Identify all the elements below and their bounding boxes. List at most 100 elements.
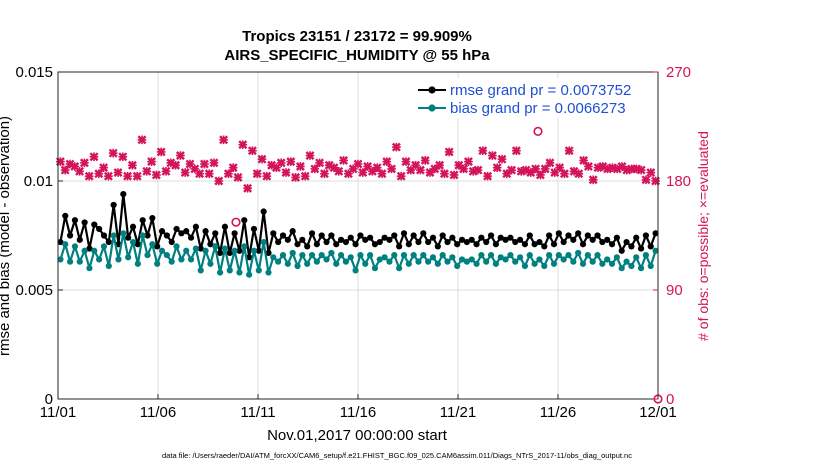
obs-evaluated-marker bbox=[281, 168, 291, 177]
rmse-point bbox=[487, 232, 495, 239]
rmse-point bbox=[100, 232, 108, 239]
obs-evaluated-marker bbox=[195, 169, 205, 179]
rmse-point bbox=[434, 243, 441, 250]
obs-evaluated-marker bbox=[118, 152, 128, 162]
rmse-point bbox=[304, 243, 311, 250]
bias-point bbox=[299, 252, 306, 259]
rmse-point bbox=[318, 232, 325, 239]
bias-point bbox=[347, 254, 354, 261]
rmse-point bbox=[618, 247, 625, 254]
obs-evaluated-marker bbox=[425, 168, 435, 177]
rmse-point bbox=[483, 238, 490, 246]
bias-point bbox=[328, 249, 335, 257]
bias-point bbox=[57, 256, 64, 263]
rmse-point bbox=[139, 217, 146, 224]
obs-evaluated-marker bbox=[545, 158, 555, 168]
bias-point bbox=[541, 262, 548, 270]
rmse-point bbox=[323, 238, 330, 246]
chart-title: Tropics 23151 / 23172 = 99.909% bbox=[242, 28, 472, 45]
rmse-point bbox=[637, 245, 645, 252]
obs-evaluated-marker bbox=[473, 165, 483, 175]
obs-evaluated-marker bbox=[151, 170, 161, 180]
bias-point bbox=[604, 256, 611, 263]
obs-evaluated-marker bbox=[142, 166, 152, 176]
rmse-point bbox=[308, 230, 316, 237]
y2-axis-label: # of obs: o=possible; ×=evaluated bbox=[695, 131, 711, 341]
bias-point bbox=[284, 260, 291, 267]
rmse-point bbox=[279, 232, 287, 239]
bias-point bbox=[449, 254, 456, 261]
obs-evaluated-marker bbox=[559, 169, 569, 179]
rmse-point bbox=[86, 245, 93, 252]
obs-evaluated-marker bbox=[492, 163, 502, 173]
rmse-point bbox=[454, 241, 461, 248]
rmse-point bbox=[541, 243, 548, 250]
rmse-point bbox=[647, 243, 654, 250]
bias-point bbox=[420, 252, 427, 259]
rmse-point bbox=[129, 223, 137, 230]
rmse-point bbox=[91, 221, 98, 228]
obs-evaluated-marker bbox=[214, 176, 224, 186]
y2-tick-label: 180 bbox=[666, 173, 691, 190]
rmse-point bbox=[420, 230, 427, 237]
bias-point bbox=[507, 252, 514, 259]
rmse-point bbox=[652, 230, 659, 237]
rmse-point bbox=[226, 249, 233, 257]
obs-evaluated-marker bbox=[382, 157, 392, 167]
bias-point bbox=[531, 260, 538, 267]
bias-point bbox=[342, 258, 349, 265]
rmse-point bbox=[599, 238, 606, 246]
rmse-point bbox=[202, 228, 209, 235]
bias-point bbox=[110, 232, 117, 239]
rmse-point bbox=[217, 249, 224, 257]
rmse-point bbox=[158, 228, 166, 235]
obs-evaluated-marker bbox=[377, 169, 387, 179]
bias-point bbox=[308, 252, 316, 259]
rmse-point bbox=[400, 230, 408, 237]
rmse-point bbox=[236, 247, 243, 254]
obs-evaluated-marker bbox=[387, 164, 397, 174]
bias-point bbox=[425, 258, 432, 265]
legend-rmse-label: rmse grand pr = 0.0073752 bbox=[450, 82, 631, 99]
rmse-point bbox=[371, 241, 379, 248]
obs-evaluated-marker bbox=[646, 168, 656, 177]
obs-evaluated-marker bbox=[147, 157, 157, 167]
bias-point bbox=[246, 271, 253, 278]
rmse-point bbox=[642, 232, 650, 239]
bias-point bbox=[226, 267, 233, 274]
rmse-point bbox=[260, 208, 267, 215]
bias-point bbox=[279, 252, 287, 259]
bias-point bbox=[241, 243, 248, 250]
obs-evaluated-marker bbox=[564, 146, 574, 156]
obs-evaluated-marker bbox=[459, 164, 469, 174]
obs-evaluated-marker bbox=[89, 152, 99, 162]
rmse-point bbox=[512, 238, 519, 246]
rmse-point bbox=[415, 238, 422, 246]
bias-point bbox=[434, 260, 441, 267]
bias-point bbox=[158, 247, 166, 254]
rmse-point bbox=[352, 241, 359, 248]
rmse-point bbox=[381, 234, 388, 241]
rmse-point bbox=[623, 238, 630, 246]
bias-point bbox=[105, 262, 112, 270]
rmse-point bbox=[313, 241, 320, 248]
y2-tick-label: 90 bbox=[666, 282, 683, 299]
bias-point bbox=[337, 252, 345, 259]
rmse-point bbox=[178, 230, 185, 237]
rmse-point bbox=[473, 241, 480, 248]
bias-point bbox=[546, 252, 553, 259]
obs-evaluated-marker bbox=[137, 135, 147, 145]
bias-point bbox=[517, 254, 524, 261]
bias-point bbox=[608, 260, 616, 267]
rmse-point bbox=[608, 241, 616, 248]
y2-tick-label: 0 bbox=[666, 391, 674, 408]
rmse-point bbox=[207, 241, 214, 248]
bias-point bbox=[139, 232, 146, 239]
rmse-point bbox=[405, 241, 412, 248]
rmse-point bbox=[284, 236, 291, 243]
bias-point bbox=[115, 256, 122, 263]
bias-point bbox=[313, 258, 320, 265]
obs-evaluated-marker bbox=[353, 159, 363, 169]
obs-evaluated-marker bbox=[435, 160, 445, 170]
obs-evaluated-marker bbox=[420, 155, 430, 165]
